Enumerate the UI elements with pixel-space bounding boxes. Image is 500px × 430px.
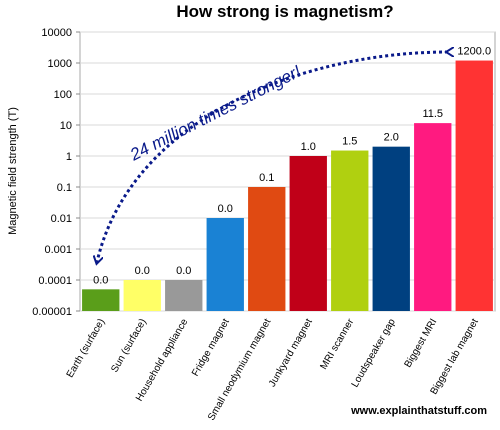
bar <box>165 280 203 311</box>
y-tick-label: 0.00001 <box>32 306 72 318</box>
value-label: 0.0 <box>218 203 233 215</box>
y-tick-label: 10 <box>60 120 72 132</box>
bar <box>206 218 244 311</box>
x-tick-label: Junkyard magnet <box>267 317 315 389</box>
annotation: 24 million times stronger! <box>126 62 304 165</box>
y-tick-label: 100 <box>54 89 72 101</box>
source: www.explainthatstuff.com <box>350 405 487 417</box>
x-tick-label: MRI scanner <box>318 316 356 371</box>
x-tick-label: Biggest lab magnet <box>429 317 481 397</box>
x-tick-label: Biggest MRI <box>403 317 440 370</box>
x-tick-label: Fridge magnet <box>190 317 232 379</box>
value-label: 0.0 <box>93 274 108 286</box>
bar <box>123 280 161 311</box>
value-label: 11.5 <box>422 108 443 120</box>
bar <box>372 146 410 311</box>
y-tick-label: 0.001 <box>44 244 72 256</box>
y-tick-label: 1000 <box>48 58 72 70</box>
x-tick-label: Sun (surface) <box>109 317 149 374</box>
x-tick-label: Loudspeaker gap <box>350 317 398 390</box>
y-tick-label: 0.01 <box>51 213 72 225</box>
value-label: 1.0 <box>301 141 316 153</box>
bar <box>331 150 369 311</box>
value-label: 2.0 <box>384 132 399 144</box>
y-tick-label: 0.1 <box>57 182 72 194</box>
y-tick-label: 0.0001 <box>38 275 72 287</box>
value-label: 0.1 <box>259 172 274 184</box>
y-axis-label: Magnetic field strength (T) <box>7 107 19 235</box>
bar <box>82 289 120 311</box>
y-tick-label: 10000 <box>41 27 72 39</box>
bar <box>248 187 286 311</box>
bar <box>414 123 452 311</box>
value-label: 1200.0 <box>457 46 491 58</box>
value-label: 1.5 <box>342 136 357 148</box>
chart-title: How strong is magnetism? <box>176 2 393 21</box>
value-label: 0.0 <box>176 265 191 277</box>
bar <box>289 156 327 311</box>
annotation-arrow <box>97 52 448 262</box>
bar <box>455 60 493 311</box>
x-tick-label: Earth (surface) <box>65 317 108 380</box>
y-tick-label: 1 <box>66 151 72 163</box>
value-label: 0.0 <box>135 265 150 277</box>
